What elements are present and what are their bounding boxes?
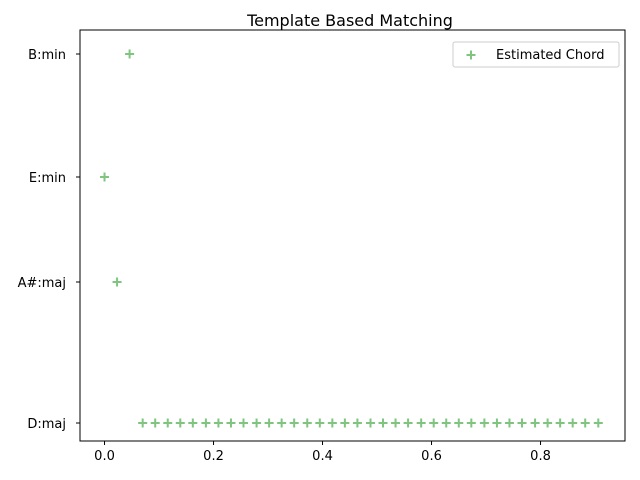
- x-tick-label: 0.4: [312, 449, 333, 464]
- data-point: [150, 418, 160, 428]
- legend-label: Estimated Chord: [496, 48, 604, 63]
- data-point: [555, 418, 565, 428]
- data-points: [100, 49, 603, 428]
- chart-title: Template Based Matching: [246, 11, 453, 30]
- data-point: [378, 418, 388, 428]
- x-tick-label: 0.2: [203, 449, 224, 464]
- legend: Estimated Chord: [452, 41, 620, 68]
- data-point: [517, 418, 527, 428]
- data-point: [289, 418, 299, 428]
- x-tick-label: 0.8: [530, 449, 551, 464]
- data-point: [479, 418, 489, 428]
- data-point: [277, 418, 287, 428]
- data-point: [466, 418, 476, 428]
- plot-frame: [79, 29, 626, 442]
- data-point: [112, 277, 122, 287]
- x-axis: 0.0 0.2 0.4 0.6 0.8: [94, 441, 551, 464]
- data-point: [340, 418, 350, 428]
- data-point: [543, 418, 553, 428]
- y-tick-label: D:maj: [27, 417, 66, 432]
- data-point: [441, 418, 451, 428]
- y-tick-label: A#:maj: [18, 276, 66, 291]
- x-tick-label: 0.0: [94, 449, 115, 464]
- y-tick-label: B:min: [28, 48, 66, 63]
- x-tick-label: 0.6: [421, 449, 442, 464]
- data-point: [125, 49, 135, 59]
- data-point: [252, 418, 262, 428]
- data-point: [568, 418, 578, 428]
- data-point: [315, 418, 325, 428]
- data-point: [175, 418, 185, 428]
- data-point: [429, 418, 439, 428]
- data-point: [100, 172, 110, 182]
- data-point: [580, 418, 590, 428]
- data-point: [327, 418, 337, 428]
- y-axis: D:maj A#:maj E:min B:min: [18, 48, 80, 432]
- data-point: [492, 418, 502, 428]
- data-point: [365, 418, 375, 428]
- data-point: [201, 418, 211, 428]
- data-point: [213, 418, 223, 428]
- data-point: [163, 418, 173, 428]
- data-point: [264, 418, 274, 428]
- data-point: [454, 418, 464, 428]
- data-point: [352, 418, 362, 428]
- y-tick-label: E:min: [29, 171, 66, 186]
- data-point: [188, 418, 198, 428]
- data-point: [403, 418, 413, 428]
- data-point: [302, 418, 312, 428]
- legend-plus-icon: [466, 50, 476, 60]
- data-point: [416, 418, 426, 428]
- data-point: [226, 418, 236, 428]
- data-point: [391, 418, 401, 428]
- legend-marker: [466, 50, 476, 60]
- data-point: [593, 418, 603, 428]
- data-point: [504, 418, 514, 428]
- data-point: [530, 418, 540, 428]
- data-point: [138, 418, 148, 428]
- legend-box: [452, 41, 620, 68]
- data-point: [239, 418, 248, 428]
